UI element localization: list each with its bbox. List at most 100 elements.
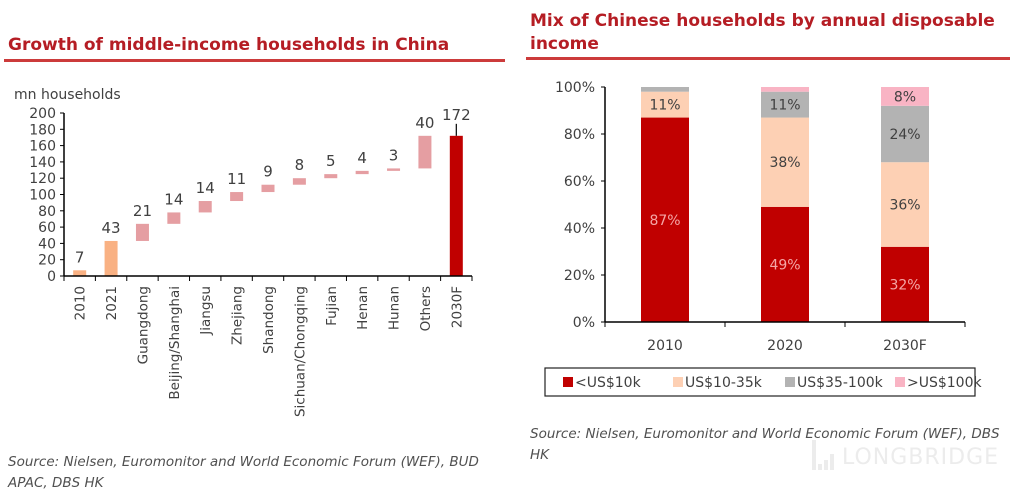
left-title-rule — [4, 59, 505, 62]
watermark-text: LONGBRIDGE — [842, 445, 1000, 470]
legend-label: US$35-100k — [797, 375, 884, 391]
bar-2021 — [104, 240, 118, 276]
segment-label: 87% — [649, 213, 680, 229]
data-label: 5 — [326, 152, 336, 170]
x-tick-label: 2010 — [73, 286, 89, 320]
y-tick-label: 80% — [564, 127, 595, 143]
data-label: 14 — [196, 179, 215, 197]
y-tick-label: 100% — [555, 80, 595, 96]
bar-segment-2020 — [761, 206, 809, 322]
x-tick-label: 2020 — [767, 338, 803, 354]
segment-label: 38% — [769, 155, 800, 171]
y-tick-label: 200 — [29, 106, 56, 122]
data-label: 4 — [357, 149, 367, 167]
segment-label: 11% — [649, 98, 680, 114]
y-tick-label: 140 — [29, 155, 56, 171]
bar-sichuan-chongqing — [292, 178, 306, 185]
x-tick-label: 2021 — [104, 286, 120, 320]
x-tick-label: 2030F — [883, 338, 927, 354]
y-tick-label: 160 — [29, 139, 56, 155]
segment-label: 36% — [889, 198, 920, 214]
y-tick-label: 100 — [29, 188, 56, 204]
right-source-note: Source: Nielsen, Euromonitor and World E… — [530, 426, 1000, 463]
x-tick-label: Beijing/Shanghai — [167, 286, 183, 400]
y-tick-label: 20 — [38, 253, 56, 269]
data-label: 11 — [227, 170, 246, 188]
bar-segment-2020 — [761, 87, 809, 92]
waterfall-chart: mn households 02040608010012014016018020… — [14, 87, 473, 417]
bar-fujian — [324, 174, 338, 179]
stacked-bar-chart: 0% 20% 40% 60% 80% 100% 87% 11% 49% 38% 11% 32% 36%… — [544, 80, 982, 397]
bar-segment-2030f — [881, 105, 929, 163]
data-label: 40 — [415, 114, 434, 132]
x-axis: 2010 2020 2030F — [604, 321, 966, 354]
bars — [73, 123, 463, 276]
bar-segment-2010 — [641, 91, 689, 118]
data-label: 7 — [75, 248, 85, 266]
y-tick-label: 60 — [38, 220, 56, 236]
legend-swatch — [895, 377, 905, 387]
y-tick-label: 20% — [564, 268, 595, 284]
x-tick-label: Hunan — [387, 286, 403, 330]
bar-jiangsu — [198, 201, 212, 213]
x-tick-label: Jiangsu — [198, 286, 214, 336]
legend: <US$10k US$10-35k US$35-100k >US$100k — [544, 367, 982, 397]
segment-label: 24% — [889, 127, 920, 143]
y-tick-label: 120 — [29, 171, 56, 187]
x-tick-label: 2030F — [449, 286, 465, 328]
x-tick-label: Guangdong — [135, 286, 151, 364]
segment-label: 49% — [769, 257, 800, 273]
bar-segment-2030f — [881, 246, 929, 322]
bar-segment-2030f — [881, 162, 929, 247]
legend-label: US$10-35k — [685, 375, 763, 391]
bar-shandong — [261, 184, 275, 193]
right-title-rule — [526, 57, 1010, 60]
bar-segment-2010 — [641, 117, 689, 322]
legend-swatch — [673, 377, 683, 387]
left-source-note: Source: Nielsen, Euromonitor and World E… — [8, 454, 479, 491]
bar-henan — [355, 170, 369, 175]
legend-swatch — [563, 377, 573, 387]
y-tick-label: 180 — [29, 122, 56, 138]
x-tick-label: Sichuan/Chongqing — [292, 286, 308, 417]
x-tick-label: Fujian — [324, 286, 340, 326]
y-tick-label: 0% — [573, 315, 595, 331]
watermark: LONGBRIDGE — [812, 440, 999, 470]
segment-label: 32% — [889, 277, 920, 293]
x-axis: 2010 2021 Guangdong Beijing/Shanghai Jiangsu… — [63, 275, 473, 417]
y-tick-label: 0 — [47, 269, 56, 285]
bar-zhejiang — [230, 192, 244, 202]
bar-segment-2020 — [761, 117, 809, 207]
y-axis-label: mn households — [14, 87, 121, 103]
segment-label: 11% — [769, 98, 800, 114]
y-tick-label: 40% — [564, 221, 595, 237]
y-tick-label: 40 — [38, 236, 56, 252]
bar-others — [418, 135, 432, 169]
x-tick-label: Shandong — [261, 286, 277, 354]
bar-segment-2020 — [761, 91, 809, 118]
bar-guangdong — [135, 223, 149, 241]
y-tick-label: 80 — [38, 204, 56, 220]
data-label: 43 — [102, 219, 121, 237]
legend-swatch — [785, 377, 795, 387]
legend-label: <US$10k — [575, 375, 642, 391]
legend-label: >US$100k — [907, 375, 982, 391]
bar-2010 — [73, 270, 87, 276]
bar-segment-2030f — [881, 87, 929, 106]
data-label: 9 — [263, 163, 273, 181]
watermark-logo-icon — [812, 440, 834, 470]
data-label: 3 — [389, 146, 399, 164]
x-tick-label: Henan — [355, 286, 371, 330]
y-tick-label: 60% — [564, 174, 595, 190]
data-label: 172 — [442, 106, 471, 124]
bar-hunan — [387, 168, 401, 171]
x-tick-label: Others — [418, 286, 434, 331]
right-chart-title-line2: income — [530, 34, 599, 54]
bar-2030f — [449, 135, 463, 276]
bar-beijing-shanghai — [167, 212, 181, 224]
data-label: 8 — [295, 156, 305, 174]
left-chart-title: Growth of middle-income households in Ch… — [8, 35, 450, 55]
segment-label: 8% — [894, 89, 916, 105]
